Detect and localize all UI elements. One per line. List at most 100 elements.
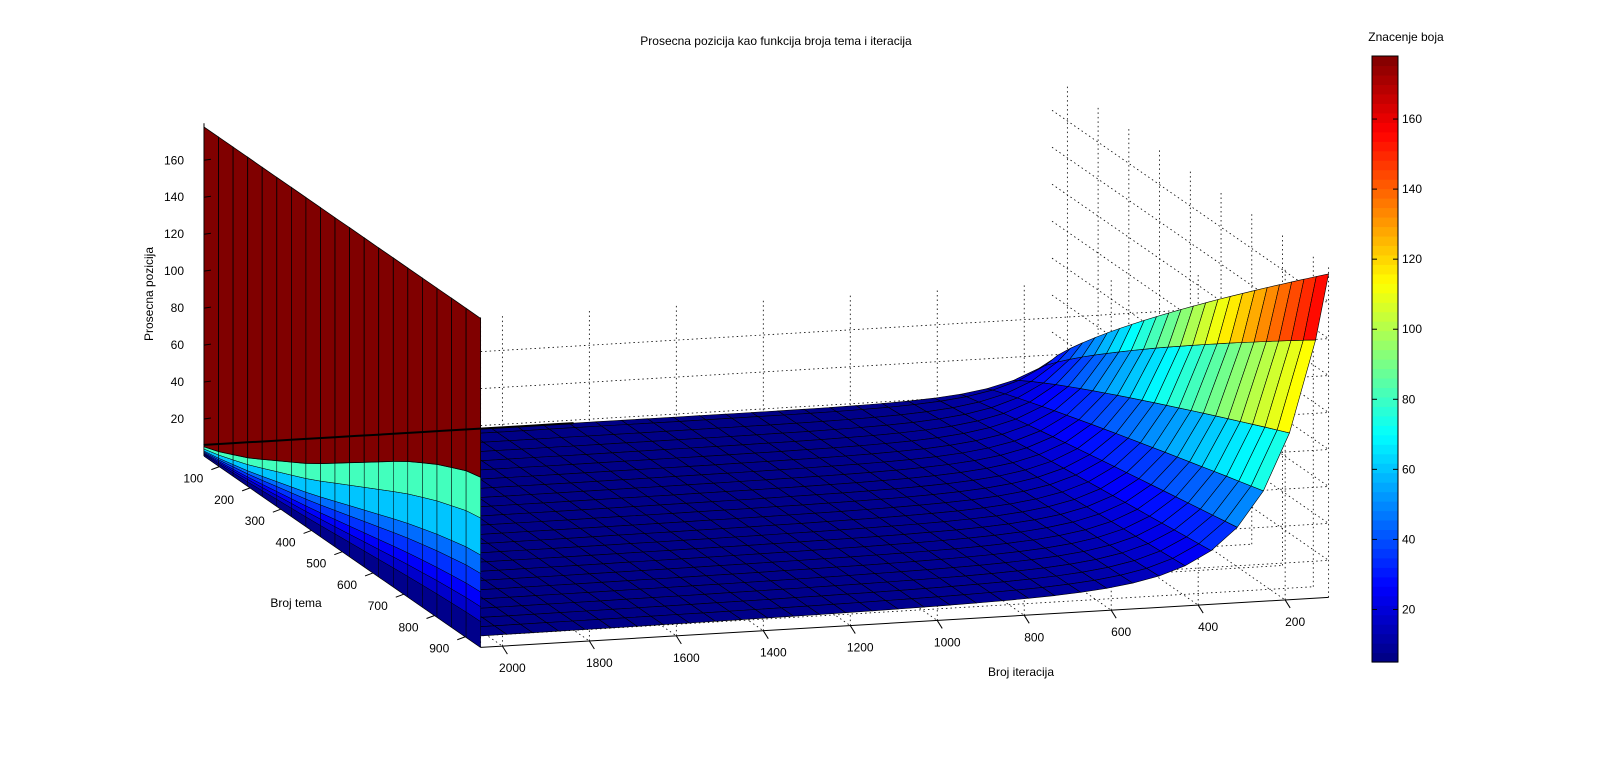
colorbar-swatch bbox=[1372, 330, 1398, 341]
wall-top-band bbox=[290, 186, 307, 464]
z-tick-label: 160 bbox=[164, 153, 184, 167]
wall-top-band bbox=[349, 226, 365, 464]
x-tick-mark bbox=[457, 636, 466, 641]
surface-edge bbox=[203, 422, 574, 446]
colorbar-swatch bbox=[1372, 387, 1398, 398]
y-tick-label: 2000 bbox=[499, 661, 526, 675]
colorbar-tick-label: 100 bbox=[1402, 322, 1422, 336]
wall-band bbox=[436, 500, 452, 541]
grid-line bbox=[480, 560, 1329, 611]
y-tick-label: 800 bbox=[1024, 630, 1044, 644]
y-tick-mark bbox=[1023, 615, 1030, 624]
colorbar-swatch bbox=[1372, 548, 1398, 559]
z-tick-label: 140 bbox=[164, 190, 184, 204]
x-tick-label: 100 bbox=[183, 472, 203, 486]
x-tick-label: 800 bbox=[398, 620, 418, 634]
x-axis-label: Broj tema bbox=[270, 596, 322, 610]
colorbar-swatch bbox=[1372, 235, 1398, 246]
wall-band bbox=[422, 496, 438, 535]
x-tick-mark bbox=[395, 593, 404, 598]
colorbar-swatch bbox=[1372, 359, 1398, 370]
colorbar-tick-label: 80 bbox=[1402, 392, 1416, 406]
colorbar-swatch bbox=[1372, 311, 1398, 322]
grid-line bbox=[465, 586, 1314, 638]
x-tick-label: 700 bbox=[368, 599, 388, 613]
colorbar-swatch bbox=[1372, 264, 1398, 275]
colorbar-swatch bbox=[1372, 444, 1398, 455]
wall-band bbox=[305, 463, 321, 482]
colorbar-swatch bbox=[1372, 368, 1398, 379]
y-tick-mark bbox=[936, 620, 943, 629]
wall-band bbox=[363, 461, 379, 490]
y-tick-mark bbox=[501, 645, 508, 655]
colorbar-swatch bbox=[1372, 519, 1398, 531]
colorbar-swatch bbox=[1372, 188, 1398, 199]
wall-top-band bbox=[451, 297, 467, 472]
x-tick-label: 900 bbox=[429, 642, 449, 656]
wall-top-band bbox=[305, 196, 321, 465]
colorbar-swatch bbox=[1372, 453, 1398, 464]
y-tick-label: 1200 bbox=[847, 641, 874, 655]
y-tick-label: 1800 bbox=[586, 656, 613, 670]
colorbar: 20 40 60 80 100 120 140 160 bbox=[1371, 55, 1422, 663]
grid-line bbox=[1008, 408, 1286, 601]
wall-band bbox=[393, 491, 409, 524]
wall-band bbox=[363, 487, 379, 515]
colorbar-swatch bbox=[1372, 633, 1398, 644]
colorbar-swatch bbox=[1372, 65, 1398, 76]
wall-band bbox=[378, 489, 394, 520]
z-axis-label: Prosecna pozicija bbox=[142, 247, 156, 341]
axis-ticks: 20 40 60 80 100 120 140 160 100 200 300 400 500 600 70… bbox=[164, 153, 1306, 675]
colorbar-swatch bbox=[1372, 349, 1398, 360]
colorbar-swatch bbox=[1372, 396, 1398, 407]
wall-band bbox=[378, 461, 394, 492]
colorbar-swatch bbox=[1372, 595, 1398, 606]
colorbar-swatch bbox=[1372, 292, 1398, 303]
colorbar-tick-label: 120 bbox=[1402, 252, 1422, 266]
z-tick-mark bbox=[203, 195, 212, 198]
wall-band bbox=[407, 461, 423, 498]
colorbar-tick-label: 160 bbox=[1402, 112, 1422, 126]
y-axis-label: Broj iteracija bbox=[988, 665, 1054, 679]
colorbar-label: Znacenje boja bbox=[1368, 30, 1444, 44]
x-tick-label: 300 bbox=[245, 514, 265, 528]
colorbar-swatch bbox=[1372, 141, 1398, 152]
colorbar-swatch bbox=[1372, 377, 1398, 389]
wall-band bbox=[393, 461, 409, 495]
colorbar-swatch bbox=[1372, 510, 1398, 521]
x-tick-mark bbox=[272, 508, 282, 513]
colorbar-swatch bbox=[1372, 150, 1398, 161]
colorbar-swatch bbox=[1372, 169, 1398, 180]
colorbar-swatch bbox=[1372, 567, 1398, 578]
z-tick-mark bbox=[203, 306, 212, 309]
chart-title: Prosecna pozicija kao funkcija broja tem… bbox=[640, 34, 912, 48]
colorbar-swatch bbox=[1372, 103, 1398, 114]
wall-band bbox=[451, 505, 467, 548]
z-tick-mark bbox=[203, 343, 212, 346]
grid-line bbox=[1051, 109, 1329, 302]
z-tick-mark bbox=[203, 417, 212, 420]
colorbar-swatch bbox=[1372, 340, 1398, 351]
y-tick-label: 1600 bbox=[673, 651, 700, 665]
colorbar-tick-label: 60 bbox=[1402, 462, 1416, 476]
colorbar-swatch bbox=[1372, 529, 1398, 540]
colorbar-swatch bbox=[1372, 122, 1398, 133]
colorbar-swatch bbox=[1372, 283, 1398, 294]
colorbar-swatch bbox=[1372, 273, 1398, 284]
z-tick-label: 20 bbox=[171, 412, 185, 426]
z-tick-label: 120 bbox=[164, 227, 184, 241]
wall-top-band bbox=[378, 247, 394, 463]
colorbar-swatch bbox=[1372, 614, 1398, 625]
z-tick-mark bbox=[203, 380, 212, 383]
wall-top-band bbox=[363, 237, 380, 463]
wall-band bbox=[407, 493, 423, 530]
y-tick-mark bbox=[1110, 609, 1117, 619]
grid-line bbox=[1051, 294, 1329, 487]
x-tick-label: 600 bbox=[337, 578, 357, 592]
y-tick-label: 200 bbox=[1285, 615, 1305, 629]
x-tick-mark bbox=[303, 529, 312, 534]
x-tick-mark bbox=[211, 466, 220, 471]
colorbar-swatch bbox=[1372, 112, 1398, 123]
wall-top-band bbox=[232, 146, 249, 459]
